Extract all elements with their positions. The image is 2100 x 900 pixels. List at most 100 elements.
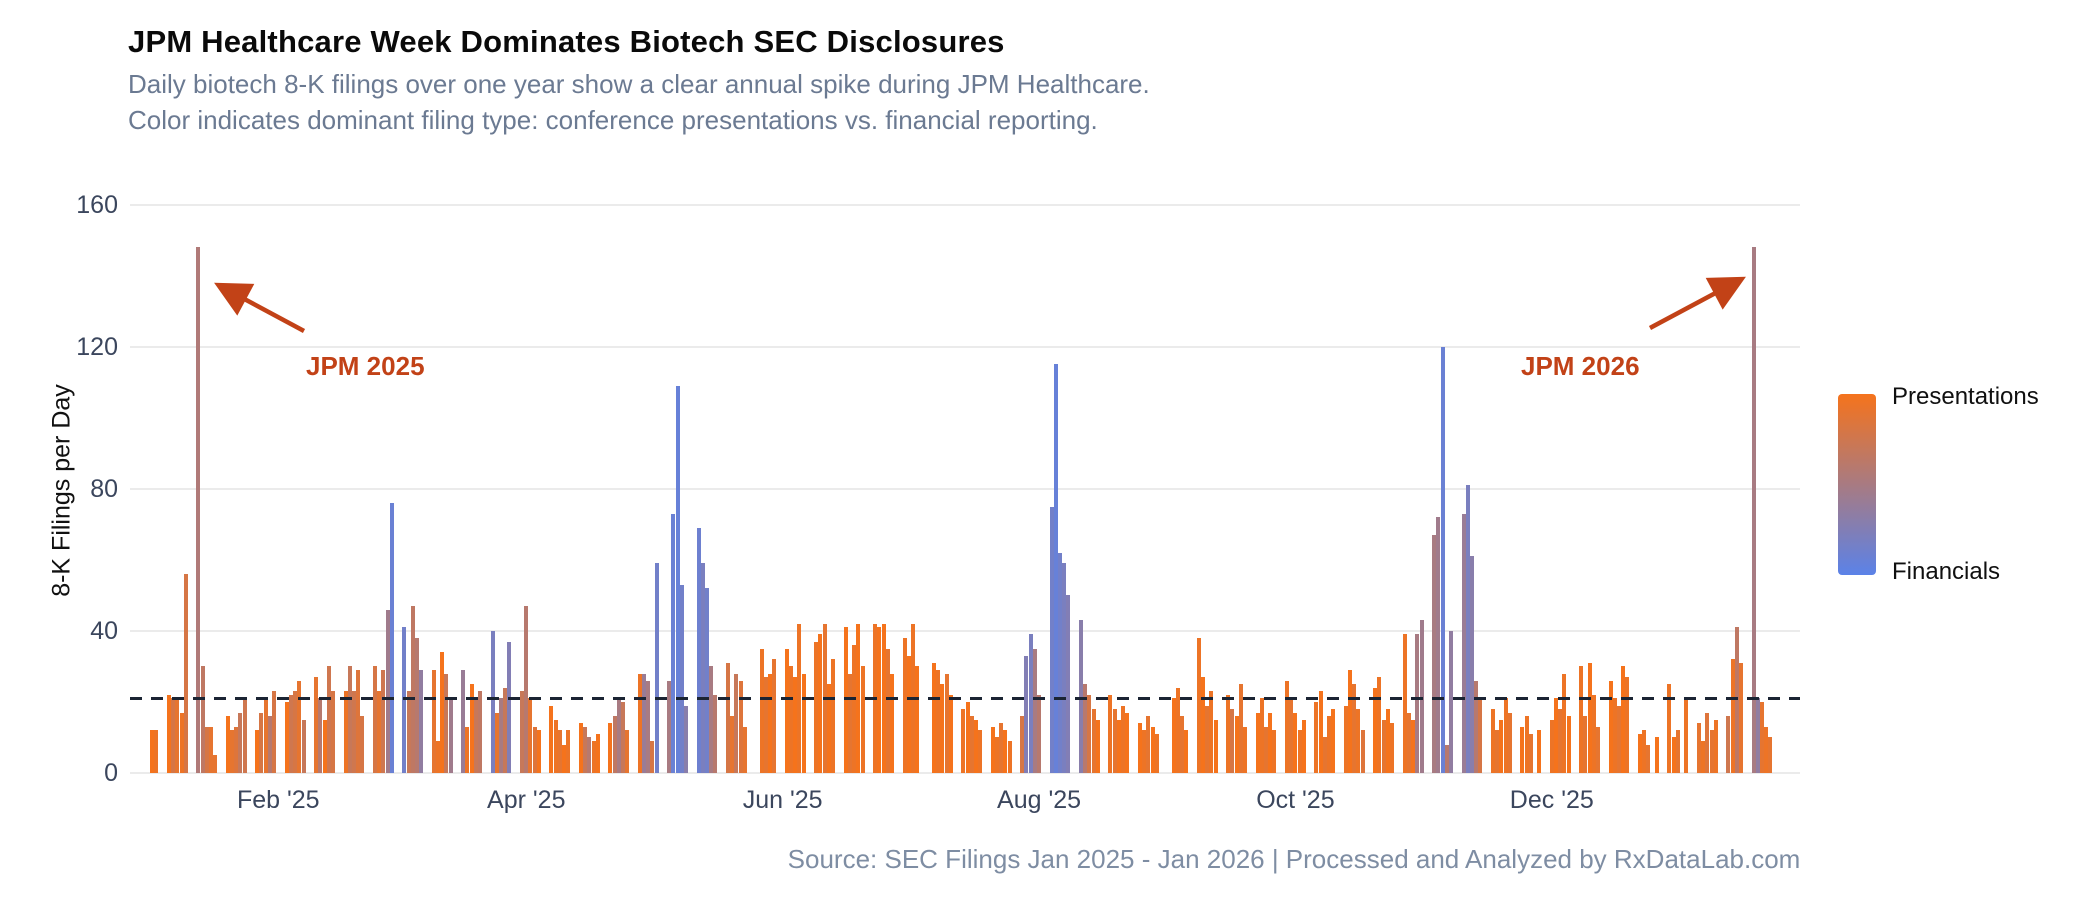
daily-filings-bar	[1490, 709, 1495, 773]
daily-filings-bar	[1028, 634, 1033, 773]
jpm-2025-annotation: JPM 2025	[306, 351, 425, 381]
daily-filings-bar	[209, 726, 214, 773]
jpm-2026-annotation: JPM 2026	[1521, 351, 1640, 381]
daily-filings-bar	[1583, 716, 1588, 773]
daily-filings-bar	[419, 669, 424, 773]
daily-filings-bar	[730, 716, 735, 773]
daily-filings-bar	[1675, 730, 1680, 773]
daily-filings-bar	[801, 673, 806, 773]
x-tick-label: Aug '25	[997, 786, 1082, 814]
daily-filings-bar	[503, 687, 508, 773]
x-tick-label: Jun '25	[742, 786, 823, 814]
daily-filings-bar	[1377, 677, 1382, 773]
daily-filings-bar	[768, 673, 773, 773]
gridline-120	[130, 345, 1800, 348]
daily-filings-bar	[973, 719, 978, 773]
daily-filings-bar	[1642, 730, 1647, 773]
daily-filings-bar	[1179, 716, 1184, 773]
daily-filings-bar	[1419, 620, 1424, 773]
gridline-160	[130, 203, 1800, 206]
daily-filings-bar	[1764, 726, 1769, 773]
daily-filings-bar	[1667, 684, 1672, 773]
daily-filings-bar	[1318, 691, 1323, 773]
daily-filings-bar	[999, 723, 1004, 773]
daily-filings-bar	[1469, 556, 1474, 773]
daily-filings-bar	[1474, 680, 1479, 773]
daily-filings-bar	[1713, 719, 1718, 773]
daily-filings-bar	[1684, 698, 1689, 773]
daily-filings-bar	[1200, 677, 1205, 773]
daily-filings-bar	[1432, 534, 1437, 773]
daily-filings-bar	[1024, 655, 1029, 773]
daily-filings-bar	[1301, 719, 1306, 773]
daily-filings-bar	[1297, 730, 1302, 773]
daily-filings-bar	[1121, 705, 1126, 773]
daily-filings-bar	[1083, 684, 1088, 773]
daily-filings-bar	[679, 584, 684, 773]
daily-filings-bar	[1058, 552, 1063, 773]
daily-filings-bar	[1390, 723, 1395, 773]
daily-filings-bar	[183, 574, 188, 773]
daily-filings-bar	[171, 698, 176, 773]
legend-colorbar	[1838, 394, 1876, 575]
daily-filings-bar	[490, 630, 495, 773]
daily-filings-bar	[1095, 719, 1100, 773]
daily-filings-bar	[1007, 741, 1012, 773]
daily-filings-bar	[234, 726, 239, 773]
daily-filings-bar	[1549, 719, 1554, 773]
daily-filings-bar	[284, 701, 289, 773]
daily-filings-bar	[1091, 709, 1096, 773]
daily-filings-bar	[1596, 726, 1601, 773]
daily-filings-bar	[1415, 634, 1420, 773]
daily-filings-bar	[1137, 723, 1142, 773]
daily-filings-bar	[1343, 705, 1348, 773]
daily-filings-bar	[646, 680, 651, 773]
chart-subtitle-line1: Daily biotech 8-K filings over one year …	[128, 69, 1150, 99]
daily-filings-bar	[1495, 730, 1500, 773]
daily-filings-bar	[272, 691, 277, 773]
daily-filings-bar	[1625, 677, 1630, 773]
daily-filings-bar	[843, 627, 848, 773]
daily-filings-bar	[860, 666, 865, 773]
daily-filings-bar	[553, 719, 558, 773]
daily-filings-bar	[1116, 719, 1121, 773]
daily-filings-bar	[562, 744, 567, 773]
daily-filings-bar	[1327, 716, 1332, 773]
chart-subtitle: Daily biotech 8-K filings over one year …	[128, 66, 1150, 138]
daily-filings-bar	[1205, 705, 1210, 773]
daily-filings-bar	[784, 648, 789, 773]
daily-filings-bar	[1175, 687, 1180, 773]
daily-filings-bar	[1079, 620, 1084, 773]
daily-filings-bar	[1738, 662, 1743, 773]
daily-filings-bar	[1402, 634, 1407, 773]
daily-filings-bar	[1524, 716, 1529, 773]
daily-filings-bar	[789, 666, 794, 773]
daily-filings-bar	[704, 588, 709, 773]
y-tick-label-120: 120	[76, 332, 118, 361]
daily-filings-bar	[1444, 744, 1449, 773]
daily-filings-bar	[641, 673, 646, 773]
daily-filings-bar	[440, 652, 445, 773]
daily-filings-bar	[1125, 712, 1130, 773]
gridline-80	[130, 487, 1800, 490]
daily-filings-bar	[915, 666, 920, 773]
daily-filings-bar	[444, 673, 449, 773]
daily-filings-bar	[1322, 737, 1327, 773]
daily-filings-bar	[478, 691, 483, 773]
daily-filings-bar	[1461, 513, 1466, 773]
daily-filings-bar	[759, 648, 764, 773]
daily-filings-bar	[1768, 737, 1773, 773]
daily-filings-bar	[301, 719, 306, 773]
daily-filings-bar	[902, 638, 907, 773]
daily-filings-bar	[1705, 712, 1710, 773]
daily-filings-bar	[889, 673, 894, 773]
daily-filings-bar	[1373, 687, 1378, 773]
daily-filings-bar	[671, 513, 676, 773]
daily-filings-bar	[1285, 680, 1289, 773]
daily-filings-bar	[726, 662, 730, 773]
y-tick-label-40: 40	[90, 616, 118, 645]
daily-filings-bar	[1478, 698, 1483, 773]
daily-filings-bar	[931, 662, 936, 773]
chart-subtitle-line2: Color indicates dominant filing type: co…	[128, 105, 1098, 135]
